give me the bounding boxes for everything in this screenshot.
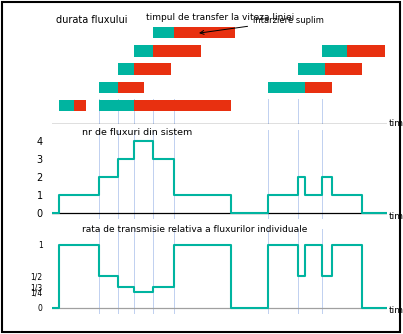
- Bar: [134, 100, 231, 111]
- Text: rata de transmisie relativa a fluxurilor individuale: rata de transmisie relativa a fluxurilor…: [83, 225, 308, 234]
- Bar: [153, 27, 174, 38]
- Text: momentele de sosire ale fluxului: momentele de sosire ale fluxului: [56, 142, 204, 151]
- Bar: [99, 81, 118, 93]
- Bar: [134, 45, 153, 56]
- Bar: [268, 81, 305, 93]
- Text: timp: timp: [388, 306, 403, 315]
- Text: timp: timp: [388, 211, 403, 220]
- Text: timp: timp: [388, 119, 403, 128]
- Bar: [118, 63, 134, 75]
- Bar: [325, 63, 362, 75]
- Text: intarziere suplim: intarziere suplim: [200, 16, 324, 34]
- Bar: [174, 27, 235, 38]
- Bar: [298, 63, 325, 75]
- Bar: [59, 100, 74, 111]
- Bar: [74, 100, 86, 111]
- Bar: [305, 81, 332, 93]
- Bar: [322, 45, 347, 56]
- Text: nr de fluxuri din sistem: nr de fluxuri din sistem: [83, 128, 193, 137]
- Text: durata fluxului: durata fluxului: [56, 15, 127, 25]
- Bar: [347, 45, 385, 56]
- Bar: [99, 100, 134, 111]
- Text: timpul de transfer la viteza liniei: timpul de transfer la viteza liniei: [145, 13, 294, 22]
- Bar: [153, 45, 201, 56]
- Bar: [134, 63, 171, 75]
- Bar: [118, 81, 144, 93]
